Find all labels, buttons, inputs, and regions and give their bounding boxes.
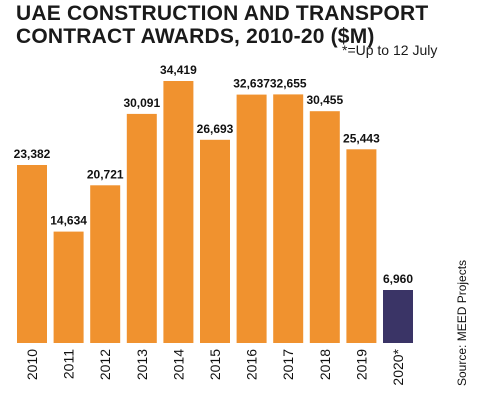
value-labels-group: 23,382 14,634 20,721 30,091 34,419 26,693 32,6… bbox=[14, 63, 414, 286]
bar-2016 bbox=[236, 94, 267, 343]
bar-2011 bbox=[53, 231, 84, 343]
bar-2020 bbox=[383, 290, 413, 343]
chart-title-line-1: UAE CONSTRUCTION AND TRANSPORT bbox=[16, 2, 429, 25]
x-tick-label-2020: 2020* bbox=[390, 348, 406, 385]
bar-2019 bbox=[346, 149, 377, 343]
value-label-2017: 32,655 bbox=[270, 76, 307, 90]
x-tick-label-2016: 2016 bbox=[244, 349, 260, 380]
value-label-2012: 20,721 bbox=[87, 167, 124, 181]
value-label-2014: 34,419 bbox=[160, 63, 197, 77]
bar-2015 bbox=[200, 139, 230, 343]
value-label-2016: 32,637 bbox=[233, 77, 270, 91]
chart-footnote: *=Up to 12 July bbox=[342, 42, 438, 58]
chart-title: UAE CONSTRUCTION AND TRANSPORT CONTRACT … bbox=[16, 2, 428, 48]
bar-2014 bbox=[163, 81, 194, 343]
x-tick-label-2019: 2019 bbox=[353, 349, 369, 380]
tick-labels-group: 2010 2011 2012 2013 2014 2015 2016 2017 2018 2019… bbox=[24, 348, 406, 385]
bar-2010 bbox=[17, 165, 47, 343]
bars-group bbox=[17, 81, 413, 344]
bar-2018 bbox=[309, 111, 340, 343]
value-label-2018: 30,455 bbox=[306, 93, 343, 107]
value-label-2020: 6,960 bbox=[383, 272, 413, 286]
source-label: Source: MEED Projects bbox=[455, 260, 469, 386]
value-label-2015: 26,693 bbox=[197, 122, 234, 136]
chart-title-line-2: CONTRACT AWARDS, 2010-20 ($M) bbox=[16, 25, 375, 48]
value-label-2010: 23,382 bbox=[14, 147, 51, 161]
value-label-2011: 14,634 bbox=[50, 214, 87, 228]
x-tick-label-2017: 2017 bbox=[280, 349, 296, 380]
x-tick-label-2015: 2015 bbox=[207, 349, 223, 380]
bar-2017 bbox=[273, 94, 304, 344]
x-tick-label-2018: 2018 bbox=[317, 349, 333, 380]
value-label-2013: 30,091 bbox=[123, 96, 160, 110]
x-tick-label-2012: 2012 bbox=[97, 349, 113, 380]
value-label-2019: 25,443 bbox=[343, 131, 380, 145]
x-tick-label-2011: 2011 bbox=[61, 349, 77, 379]
bar-2012 bbox=[90, 185, 121, 343]
x-tick-label-2014: 2014 bbox=[170, 349, 186, 380]
bar-2013 bbox=[126, 113, 157, 344]
x-tick-label-2013: 2013 bbox=[134, 349, 150, 380]
x-tick-label-2010: 2010 bbox=[24, 349, 40, 380]
